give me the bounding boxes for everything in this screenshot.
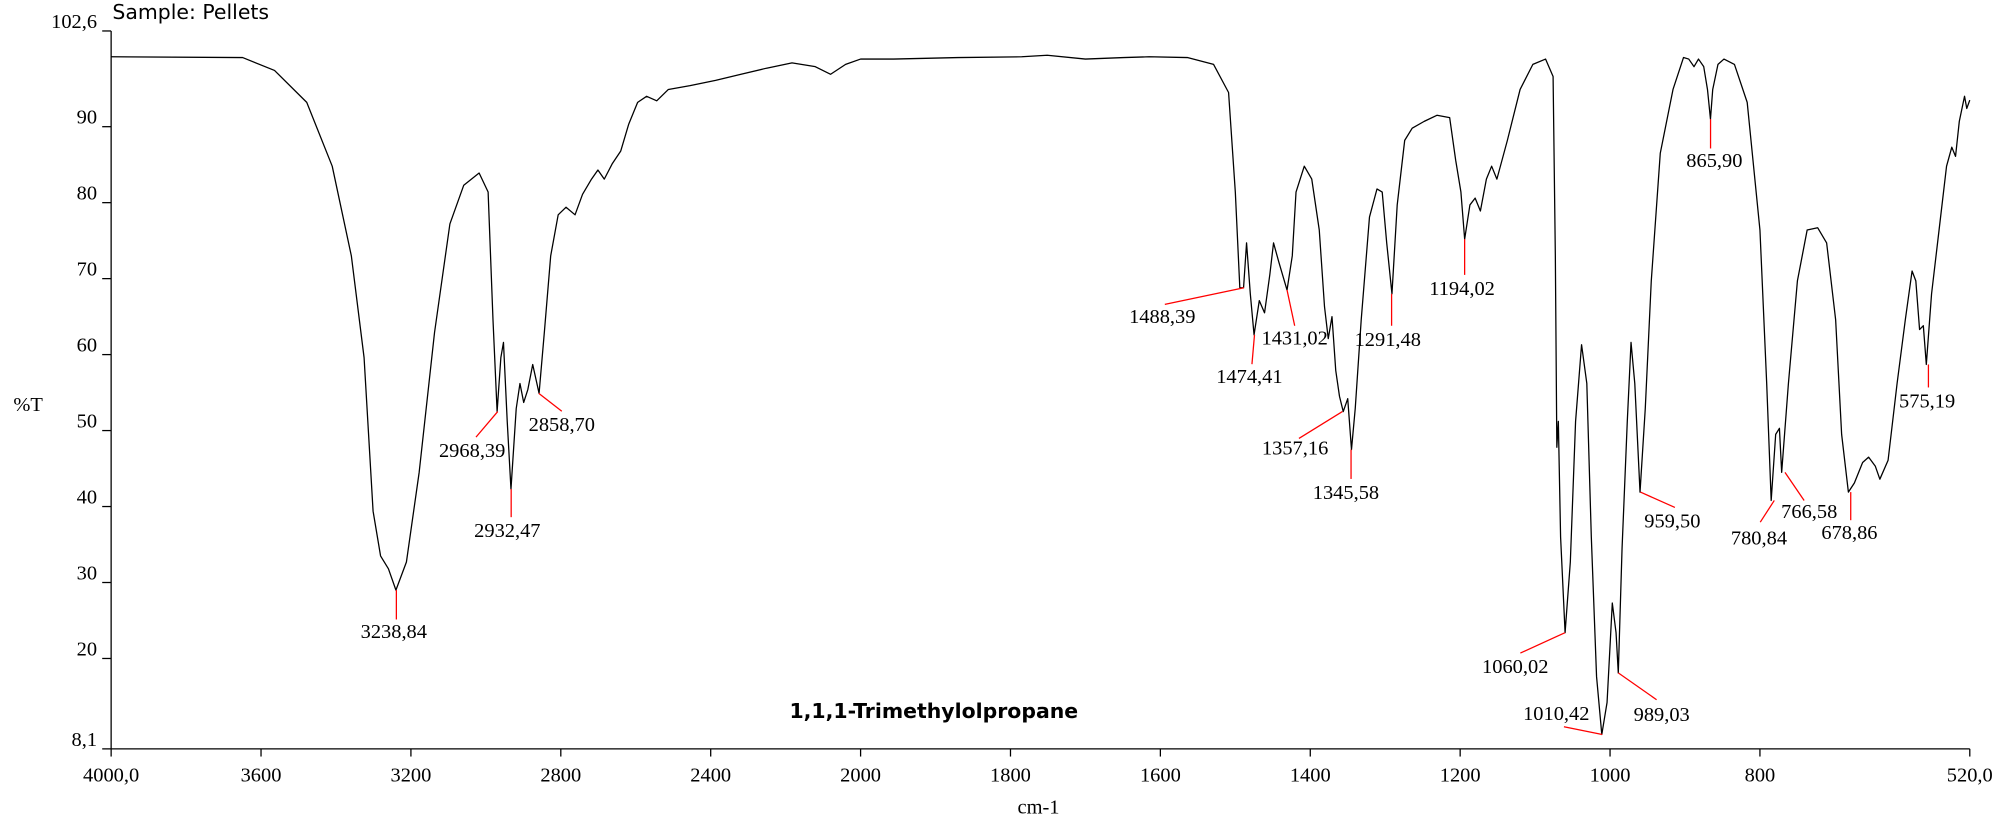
x-tick-label: 2000 — [840, 765, 881, 787]
x-axis-label: cm-1 — [1018, 797, 1060, 819]
peak-marker — [1298, 411, 1343, 439]
peak-marker — [1286, 289, 1296, 326]
peak-label: 3238,84 — [361, 621, 427, 643]
x-tick-label: 2400 — [690, 765, 731, 787]
x-tick-label: 1600 — [1140, 765, 1181, 787]
peak-label: 1357,16 — [1262, 438, 1328, 460]
x-tick-label: 800 — [1745, 765, 1776, 787]
y-tick-label: 50 — [77, 411, 97, 433]
chart-title: 1,1,1-Trimethylolpropane — [789, 699, 1078, 723]
y-tick-label: 40 — [77, 487, 97, 509]
y-tick-label: 90 — [77, 107, 97, 129]
peak-label: 1474,41 — [1216, 366, 1282, 388]
peak-label: 1291,48 — [1355, 329, 1421, 351]
spectrum-line — [111, 54, 1971, 736]
peak-marker — [1251, 334, 1256, 365]
x-tick-label: 2800 — [540, 765, 581, 787]
peak-label: 1060,02 — [1482, 656, 1548, 678]
peak-label: 2858,70 — [529, 414, 595, 436]
peak-marker — [475, 411, 499, 438]
x-tick-label: 4000,0 — [83, 765, 139, 787]
peak-marker — [1784, 471, 1805, 501]
peak-label: 1194,02 — [1429, 278, 1495, 300]
y-axis-label: %T — [13, 394, 43, 416]
peak-marker — [1164, 287, 1245, 305]
chart-subtitle: Sample: Pellets — [112, 0, 269, 24]
peak-label: 989,03 — [1634, 704, 1690, 726]
x-tick-label: 1400 — [1290, 765, 1331, 787]
y-tick-label: 30 — [77, 563, 97, 585]
peak-label: 1431,02 — [1261, 328, 1327, 350]
peak-label: 865,90 — [1686, 150, 1742, 172]
y-tick-label: 8,1 — [72, 729, 98, 751]
peak-label: 766,58 — [1781, 501, 1837, 523]
y-tick-label: 80 — [77, 183, 97, 205]
peak-label: 2968,39 — [439, 440, 505, 462]
peak-label: 780,84 — [1731, 528, 1787, 550]
peak-marker — [538, 392, 563, 412]
peak-label: 1488,39 — [1129, 306, 1195, 328]
y-tick-label: 70 — [77, 259, 97, 281]
x-tick-label: 1800 — [990, 765, 1031, 787]
y-tick-label: 20 — [77, 638, 97, 660]
peak-marker — [1759, 500, 1775, 523]
peak-label: 678,86 — [1821, 522, 1877, 544]
peak-marker — [1563, 726, 1603, 736]
x-tick-label: 3600 — [241, 765, 282, 787]
peak-marker — [1640, 491, 1676, 509]
x-tick-label: 520,0 — [1947, 765, 1993, 787]
y-tick-label: 60 — [77, 335, 97, 357]
peak-marker — [1520, 632, 1566, 654]
peak-marker — [1617, 672, 1657, 701]
peak-label: 959,50 — [1644, 510, 1700, 532]
peak-label: 2932,47 — [474, 520, 540, 542]
x-tick-label: 1200 — [1440, 765, 1481, 787]
peak-label: 1345,58 — [1313, 482, 1379, 504]
x-tick-label: 1000 — [1590, 765, 1631, 787]
x-tick-label: 3200 — [390, 765, 431, 787]
peak-label: 575,19 — [1899, 390, 1955, 412]
y-tick-label: 102,6 — [51, 11, 97, 33]
peak-label: 1010,42 — [1523, 703, 1589, 725]
